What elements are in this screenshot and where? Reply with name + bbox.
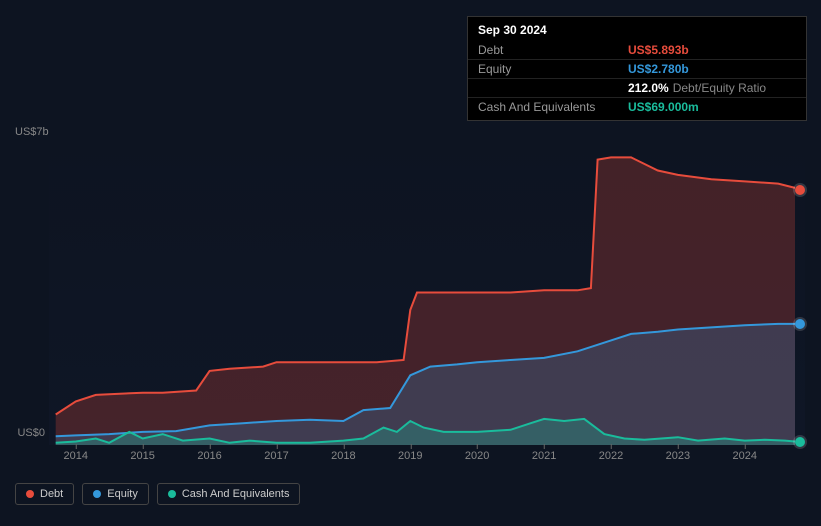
tooltip-row: EquityUS$2.780b xyxy=(468,60,806,79)
legend-dot-icon xyxy=(168,490,176,498)
x-tick-mark xyxy=(276,444,277,449)
x-tick-mark xyxy=(477,444,478,449)
tooltip-row-label: Cash And Equivalents xyxy=(478,100,628,114)
x-tick-mark xyxy=(143,444,144,449)
series-end-marker xyxy=(795,185,805,195)
legend-dot-icon xyxy=(26,490,34,498)
x-tick: 2016 xyxy=(197,450,221,462)
legend-item[interactable]: Cash And Equivalents xyxy=(157,483,301,505)
y-label-bottom: US$0 xyxy=(15,427,45,439)
x-tick: 2019 xyxy=(398,450,422,462)
tooltip-row-value: US$69.000m xyxy=(628,100,699,114)
series-end-marker xyxy=(795,437,805,447)
x-tick: 2014 xyxy=(64,450,88,462)
legend-dot-icon xyxy=(93,490,101,498)
x-tick-mark xyxy=(410,444,411,449)
tooltip-row-label xyxy=(478,81,628,95)
tooltip-date: Sep 30 2024 xyxy=(468,21,806,41)
tooltip-row-label: Debt xyxy=(478,43,628,57)
tooltip-rows: DebtUS$5.893bEquityUS$2.780b212.0%Debt/E… xyxy=(468,41,806,116)
x-tick-mark xyxy=(544,444,545,449)
tooltip-row: DebtUS$5.893b xyxy=(468,41,806,60)
x-tick: 2015 xyxy=(130,450,154,462)
x-tick: 2023 xyxy=(666,450,690,462)
x-axis: 2014 2015 2016 2017 2018 2019 2020 2021 2022 2023… xyxy=(49,450,805,470)
x-tick: 2022 xyxy=(599,450,623,462)
plot-area[interactable] xyxy=(49,140,805,445)
legend-label: Debt xyxy=(40,488,63,500)
tooltip-row-label: Equity xyxy=(478,62,628,76)
x-tick: 2024 xyxy=(733,450,757,462)
legend-item[interactable]: Debt xyxy=(15,483,74,505)
x-tick-mark xyxy=(611,444,612,449)
series-end-marker xyxy=(795,319,805,329)
x-tick-mark xyxy=(76,444,77,449)
x-tick: 2021 xyxy=(532,450,556,462)
legend-label: Equity xyxy=(107,488,138,500)
x-tick: 2017 xyxy=(264,450,288,462)
x-tick: 2018 xyxy=(331,450,355,462)
y-label-top: US$7b xyxy=(15,126,45,138)
x-tick: 2020 xyxy=(465,450,489,462)
tooltip-row-value: 212.0% xyxy=(628,81,669,95)
legend: Debt Equity Cash And Equivalents xyxy=(15,483,300,505)
tooltip-row-value: US$5.893b xyxy=(628,43,689,57)
x-tick-mark xyxy=(343,444,344,449)
chart: US$7b US$0 20142015201620172018201920202… xyxy=(15,140,805,445)
legend-item[interactable]: Equity xyxy=(82,483,149,505)
tooltip-row: Cash And EquivalentsUS$69.000m xyxy=(468,98,806,116)
tooltip-row: 212.0% Debt/Equity Ratio xyxy=(468,79,806,98)
legend-label: Cash And Equivalents xyxy=(182,488,290,500)
chart-svg xyxy=(49,140,805,445)
x-tick-mark xyxy=(210,444,211,449)
tooltip-row-value: US$2.780b xyxy=(628,62,689,76)
x-tick-mark xyxy=(678,444,679,449)
tooltip: Sep 30 2024 DebtUS$5.893bEquityUS$2.780b… xyxy=(467,16,807,121)
x-tick-mark xyxy=(745,444,746,449)
tooltip-row-suffix: Debt/Equity Ratio xyxy=(673,81,766,95)
